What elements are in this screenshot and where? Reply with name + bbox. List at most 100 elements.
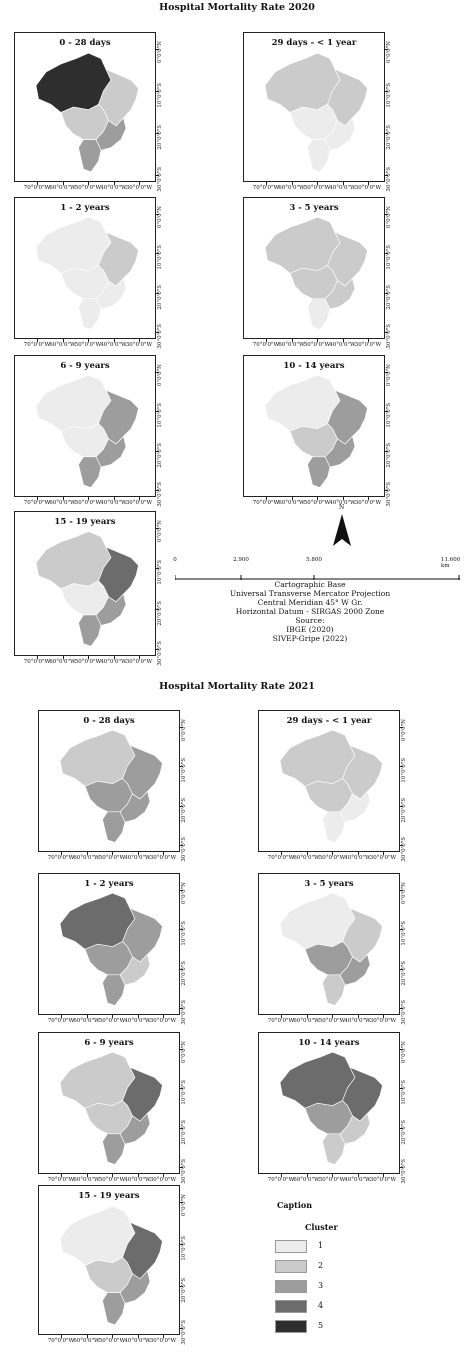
lat-tick: [179, 1167, 183, 1168]
lat-label: 30°0'0"S: [157, 324, 163, 349]
lon-label: 60°0'0"W: [49, 659, 76, 665]
region-south: [307, 298, 331, 330]
lat-label: 30°0'0"S: [386, 324, 392, 349]
info-line-4: Horizontal Datum - SIRGAS 2000 Zone: [235, 607, 385, 616]
lon-tick: [342, 496, 344, 500]
lon-label: 40°0'0"W: [124, 1018, 151, 1024]
lon-tick: [368, 181, 369, 185]
lon-tick: [37, 338, 38, 342]
lat-tick: [179, 845, 183, 846]
lat-tick: [155, 133, 159, 134]
lat-tick: [384, 49, 388, 50]
lat-label: 20°0'0"S: [401, 960, 407, 986]
lat-tick: [155, 49, 159, 50]
lat-label: 0°0'0"N: [401, 719, 407, 742]
lat-tick: [179, 766, 183, 768]
panel-title: 0 - 28 days: [59, 38, 111, 48]
lon-tick: [383, 851, 384, 855]
lon-tick: [112, 1173, 113, 1177]
lon-tick: [88, 338, 89, 342]
lon-label: 70°0'0"W: [267, 855, 295, 861]
panel-title: 3 - 5 years: [304, 879, 354, 889]
lon-label: 30°0'0"W: [354, 500, 382, 506]
lon-label: 50°0'0"W: [303, 342, 331, 348]
lat-tick: [155, 253, 159, 255]
lat-label: 0°0'0"N: [157, 206, 163, 229]
lon-label: 50°0'0"W: [74, 659, 102, 665]
lon-label: 40°0'0"W: [100, 342, 127, 348]
scale-tick-3: 11.600 km: [441, 557, 461, 569]
lon-tick: [357, 1014, 359, 1018]
lon-tick: [61, 851, 62, 855]
legend-swatch-2: [275, 1260, 307, 1273]
lat-label: 30°0'0"S: [181, 1320, 187, 1345]
scale-tick-1: 2.900: [233, 557, 249, 563]
lon-tick: [61, 1173, 62, 1177]
lon-label: 70°0'0"W: [252, 500, 280, 506]
info-line-7: SIVEP-Gripe (2022): [272, 634, 348, 643]
map-panel-2020-7: 15 - 19 years 0°0'0"N 10°0'0"S 20°0'0"S 30°0…: [14, 511, 163, 666]
panel-title: 1 - 2 years: [84, 879, 134, 889]
lat-tick: [384, 450, 388, 452]
north-arrow: N: [331, 504, 353, 548]
lon-label: 50°0'0"W: [98, 1177, 126, 1183]
scale-tick-0: 0: [173, 557, 177, 563]
lat-tick: [155, 175, 159, 176]
lat-label: 10°0'0"S: [386, 245, 392, 270]
lon-tick: [112, 851, 113, 855]
lat-tick: [155, 568, 159, 570]
lon-label: 40°0'0"W: [100, 500, 127, 506]
lon-tick: [137, 1334, 139, 1338]
lat-tick: [155, 332, 159, 333]
lat-label: 0°0'0"N: [181, 882, 187, 905]
lon-label: 30°0'0"W: [354, 185, 382, 191]
info-line-5: Source:: [295, 616, 325, 625]
lon-tick: [163, 851, 164, 855]
map-panel-2021-3: 1 - 2 years 0°0'0"N 10°0'0"S 20°0'0"S 30°0'0…: [38, 873, 187, 1025]
lon-tick: [368, 338, 369, 342]
title-2020: Hospital Mortality Rate 2020: [159, 2, 315, 13]
lat-tick: [179, 1328, 183, 1329]
lon-label: 70°0'0"W: [23, 500, 51, 506]
lat-label: 10°0'0"S: [157, 83, 163, 108]
lat-tick: [384, 332, 388, 333]
map-panel-2021-1: 0 - 28 days 0°0'0"N 10°0'0"S 20°0'0"S 30°0'0…: [38, 710, 187, 862]
lon-tick: [266, 181, 267, 185]
lon-tick: [137, 1014, 139, 1018]
lat-tick: [179, 1202, 183, 1203]
lat-tick: [179, 1049, 183, 1050]
region-south: [102, 1133, 126, 1165]
lon-label: 40°0'0"W: [344, 1018, 371, 1024]
lon-tick: [266, 338, 267, 342]
lat-label: 30°0'0"S: [157, 167, 163, 192]
lon-label: 60°0'0"W: [73, 855, 100, 861]
lon-label: 70°0'0"W: [23, 342, 51, 348]
north-arrow-label: N: [339, 504, 345, 511]
lat-tick: [179, 968, 183, 970]
lon-tick: [37, 181, 38, 185]
lat-label: 30°0'0"S: [401, 1159, 407, 1184]
lon-tick: [317, 181, 318, 185]
lon-tick: [332, 1173, 333, 1177]
lat-tick: [179, 1244, 183, 1245]
region-south: [102, 811, 126, 843]
panel-title: 15 - 19 years: [78, 1191, 140, 1201]
lon-label: 70°0'0"W: [252, 342, 280, 348]
lon-tick: [383, 1014, 384, 1018]
lat-label: 30°0'0"S: [401, 837, 407, 862]
title-2021: Hospital Mortality Rate 2021: [159, 681, 315, 692]
legend-label-4: 4: [318, 1301, 324, 1310]
lon-label: 40°0'0"W: [329, 342, 356, 348]
lon-label: 60°0'0"W: [278, 342, 305, 348]
lat-label: 30°0'0"S: [386, 482, 392, 507]
lon-tick: [281, 1173, 282, 1177]
lon-label: 30°0'0"W: [369, 1177, 397, 1183]
lon-tick: [86, 851, 88, 855]
region-south: [307, 456, 331, 488]
lon-tick: [37, 655, 38, 659]
lat-label: 10°0'0"S: [181, 1080, 187, 1105]
lon-tick: [317, 338, 318, 342]
lon-tick: [113, 338, 115, 342]
legend-swatch-4: [275, 1300, 307, 1313]
lon-tick: [113, 181, 115, 185]
